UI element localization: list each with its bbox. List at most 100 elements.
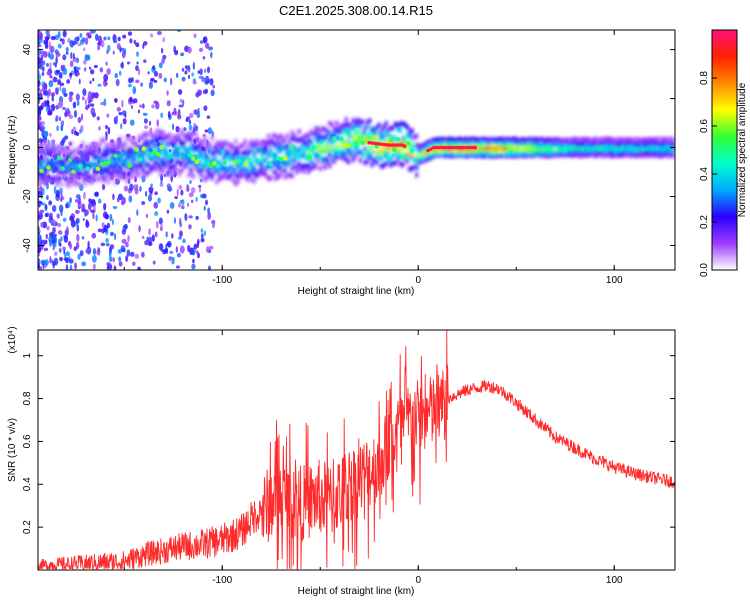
band-cell (62, 149, 66, 155)
band-cell (330, 156, 334, 162)
band-cell (201, 139, 205, 145)
band-cell (269, 165, 273, 171)
band-cell (582, 136, 586, 142)
band-cell (332, 152, 337, 158)
band-cell (234, 172, 238, 178)
noise-dot (91, 254, 97, 263)
noise-dot (203, 205, 206, 211)
band-cell (90, 151, 94, 157)
noise-dot (166, 240, 172, 248)
band-cell (408, 144, 412, 150)
band-cell (506, 136, 511, 142)
band-cell (210, 135, 214, 141)
band-cell (130, 159, 134, 165)
band-cell (238, 173, 242, 179)
band-cell (135, 150, 139, 156)
band-cell (147, 152, 151, 158)
band-cell (417, 149, 421, 155)
band-cell (354, 130, 358, 136)
band-cell (506, 147, 511, 153)
band-cell (438, 136, 442, 142)
band-cell (582, 150, 586, 156)
noise-dot (202, 56, 206, 60)
band-core-dot (393, 143, 398, 147)
band-cell (410, 128, 414, 134)
band-cell (227, 157, 231, 163)
band-cell (194, 162, 198, 168)
band-cell (212, 169, 217, 175)
band-cell (88, 179, 92, 185)
band-cell (151, 137, 155, 143)
band-cell (441, 142, 445, 148)
band-cell (187, 158, 191, 164)
noise-dot (206, 66, 211, 74)
band-cell (81, 154, 85, 160)
band-cell (551, 145, 555, 151)
band-core-dot (446, 145, 451, 150)
band-cell (60, 163, 64, 169)
band-cell (83, 176, 87, 182)
band-cell (598, 150, 602, 156)
band-cell (363, 139, 367, 145)
band-cell (125, 161, 130, 167)
noise-dot (153, 70, 159, 77)
band-cell (292, 152, 297, 158)
band-core-dot (367, 140, 372, 145)
band-cell (490, 149, 494, 155)
noise-dot (46, 225, 50, 231)
band-cell (438, 142, 442, 148)
band-cell (217, 149, 221, 155)
band-cell (608, 153, 612, 159)
band-cell (45, 173, 50, 179)
band-cell (219, 165, 224, 171)
band-cell (457, 136, 461, 142)
noise-dot (60, 236, 63, 242)
band-cell (201, 173, 205, 179)
band-cell (69, 167, 73, 173)
noise-dot (72, 126, 77, 133)
band-cell (292, 145, 297, 151)
band-cell (492, 153, 496, 159)
band-cell (568, 150, 572, 156)
band-cell (50, 175, 54, 181)
band-cell (125, 178, 130, 184)
band-cell (116, 153, 120, 159)
band-cell (481, 142, 485, 148)
band-cell (147, 170, 151, 176)
band-cell (455, 153, 459, 159)
band-cell (335, 135, 339, 141)
noise-dot (118, 111, 123, 116)
band-cell (311, 161, 315, 167)
noise-dot (133, 184, 138, 191)
band-cell (488, 153, 492, 159)
band-cell (234, 138, 238, 144)
band-peak-dot (388, 137, 393, 143)
noise-dot (129, 251, 135, 257)
band-cell (405, 154, 409, 160)
band-cell (62, 164, 66, 170)
band-cell (349, 122, 353, 128)
band-cell (537, 140, 541, 146)
band-cell (339, 128, 344, 134)
band-cell (342, 139, 346, 145)
band-cell (551, 140, 555, 146)
band-cell (121, 157, 125, 163)
noise-dot (40, 221, 44, 228)
band-cell (302, 140, 306, 146)
band-peak-dot (282, 156, 288, 161)
band-peak-dot (342, 143, 348, 149)
noise-dot (154, 191, 158, 196)
band-cell (473, 137, 478, 143)
band-cell (191, 153, 195, 159)
band-cell (572, 147, 576, 153)
noise-dot (203, 230, 206, 237)
band-peak-dot (159, 144, 164, 150)
band-cell (48, 144, 52, 150)
noise-dot (197, 252, 200, 259)
band-cell (198, 150, 202, 156)
noise-dot (57, 31, 61, 39)
band-cell (104, 147, 108, 153)
noise-dot (49, 62, 52, 70)
band-cell (55, 153, 59, 159)
band-cell (102, 149, 106, 155)
